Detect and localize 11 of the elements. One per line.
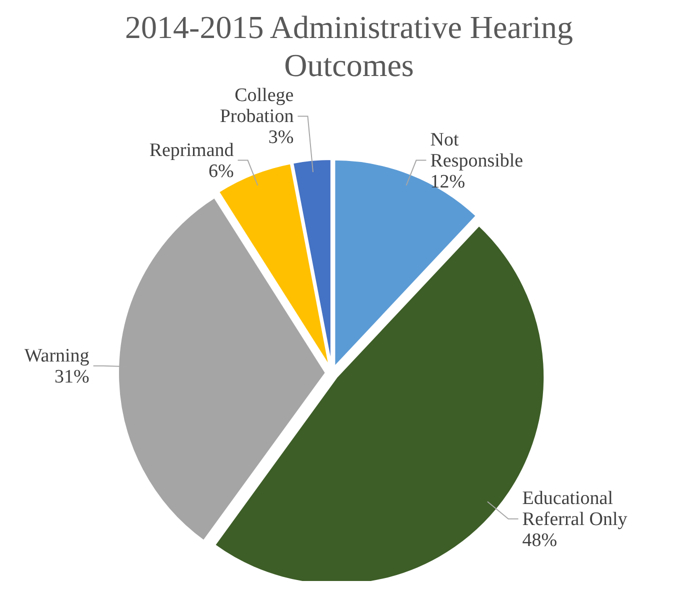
data-label: 3% [268,127,294,148]
data-label: 48% [522,530,558,551]
data-label: 12% [430,171,466,192]
slice-label: College Probation [220,85,294,128]
slice-label: Educational Referral Only [522,488,628,530]
data-label: 6% [208,160,234,182]
chart-title: 2014-2015 Administrative Hearing Outcomes [125,9,573,83]
slice-label: Warning [24,345,90,366]
data-label: 31% [54,366,90,388]
slice-label: Not Responsible [430,129,524,172]
slice-label: Reprimand [149,140,234,161]
